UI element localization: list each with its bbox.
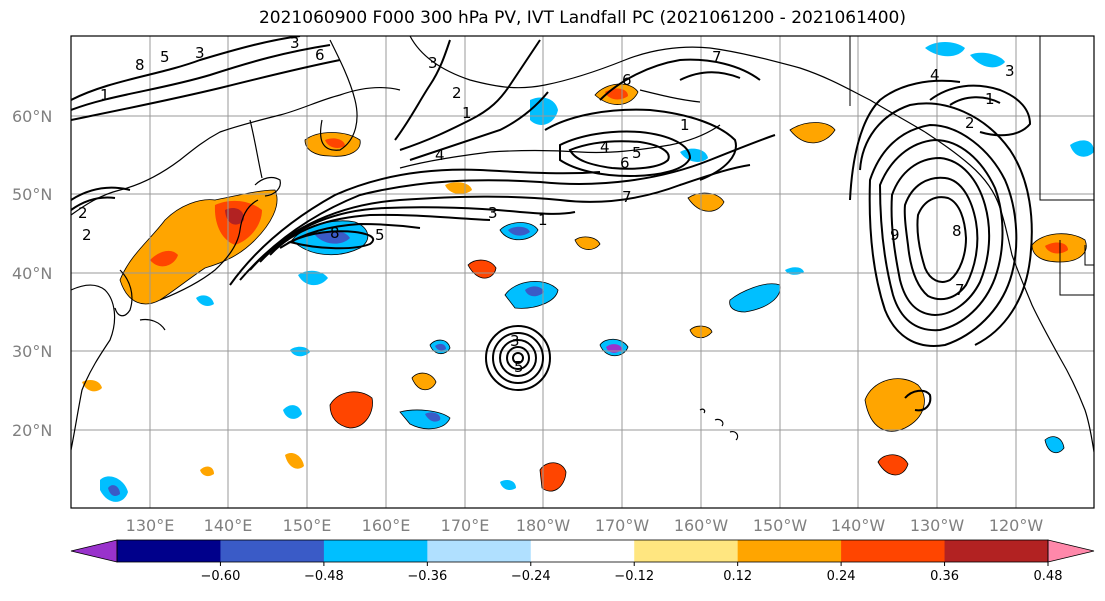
colorbar-segment bbox=[220, 540, 325, 562]
svg-text:5: 5 bbox=[632, 144, 642, 162]
colorbar-tick-label: −0.60 bbox=[201, 569, 241, 584]
svg-text:9: 9 bbox=[890, 226, 900, 244]
lat-label: 50°N bbox=[12, 185, 52, 204]
svg-text:1: 1 bbox=[985, 90, 995, 108]
longitude-labels: 130°E 140°E 150°E 160°E 170°E 180°W 170°… bbox=[126, 516, 1044, 535]
borders bbox=[849, 36, 1094, 296]
lon-label: 150°W bbox=[753, 516, 808, 535]
lon-label: 140°W bbox=[831, 516, 886, 535]
map-frame bbox=[70, 35, 1095, 509]
svg-text:7: 7 bbox=[712, 48, 722, 66]
colorbar-tick-label: −0.12 bbox=[614, 569, 654, 584]
svg-text:2: 2 bbox=[82, 226, 92, 244]
latitude-labels: 60°N 50°N 40°N 30°N 20°N bbox=[12, 107, 52, 440]
svg-text:8: 8 bbox=[330, 224, 340, 242]
lon-label: 170°W bbox=[595, 516, 650, 535]
svg-text:3: 3 bbox=[1005, 62, 1015, 80]
svg-text:7: 7 bbox=[955, 281, 965, 299]
lat-label: 40°N bbox=[12, 264, 52, 283]
contour-labels: 8 3 5 1 2 3 1 4 6 5 3 7 8 6 3 2 1 4 3 5 … bbox=[78, 34, 1015, 376]
svg-text:2: 2 bbox=[78, 204, 88, 222]
lon-label: 130°W bbox=[910, 516, 965, 535]
lon-label: 140°E bbox=[204, 516, 253, 535]
lat-label: 60°N bbox=[12, 107, 52, 126]
colorbar-extend-max bbox=[1047, 539, 1095, 563]
colorbar-segment bbox=[634, 540, 739, 562]
graticule bbox=[71, 36, 1094, 508]
colorbar-segment bbox=[530, 540, 635, 562]
colorbar-segment bbox=[323, 540, 428, 562]
lon-label: 160°W bbox=[674, 516, 729, 535]
svg-text:6: 6 bbox=[622, 71, 632, 89]
colorbar-segment bbox=[841, 540, 946, 562]
svg-text:6: 6 bbox=[620, 154, 630, 172]
svg-text:8: 8 bbox=[135, 56, 145, 74]
lat-label: 20°N bbox=[12, 421, 52, 440]
svg-text:8: 8 bbox=[952, 222, 962, 240]
colorbar-segment bbox=[117, 540, 221, 562]
svg-text:1: 1 bbox=[100, 86, 110, 104]
svg-text:1: 1 bbox=[462, 104, 472, 122]
lon-label: 120°W bbox=[989, 516, 1044, 535]
svg-text:1: 1 bbox=[680, 116, 690, 134]
svg-text:3: 3 bbox=[428, 54, 438, 72]
colorbar-tick-label: −0.48 bbox=[304, 569, 344, 584]
svg-text:4: 4 bbox=[930, 66, 940, 84]
colorbar-tick-label: 0.24 bbox=[827, 569, 856, 584]
lon-label: 130°E bbox=[126, 516, 175, 535]
map-background bbox=[71, 36, 1094, 508]
lon-label: 160°E bbox=[362, 516, 411, 535]
svg-text:5: 5 bbox=[160, 48, 170, 66]
colorbar-tick-label: 0.48 bbox=[1034, 569, 1063, 584]
map-content: 8 3 5 1 2 3 1 4 6 5 3 7 8 6 3 2 1 4 3 5 … bbox=[71, 34, 1094, 508]
svg-text:4: 4 bbox=[435, 146, 445, 164]
svg-text:3: 3 bbox=[290, 34, 300, 52]
coastlines bbox=[71, 36, 1094, 453]
svg-text:2: 2 bbox=[452, 84, 462, 102]
svg-text:6: 6 bbox=[315, 46, 325, 64]
colorbar: −0.60 −0.48 −0.36 −0.24 −0.12 0.12 0.24 0.36 0.4… bbox=[70, 539, 1095, 584]
svg-text:4: 4 bbox=[600, 138, 610, 156]
lat-label: 30°N bbox=[12, 342, 52, 361]
lon-label: 170°E bbox=[441, 516, 490, 535]
colorbar-tick-label: 0.12 bbox=[723, 569, 752, 584]
svg-text:2: 2 bbox=[965, 114, 975, 132]
svg-text:3: 3 bbox=[510, 332, 520, 350]
colorbar-segment bbox=[944, 540, 1049, 562]
pv-anomaly-shading bbox=[82, 42, 1094, 502]
svg-text:7: 7 bbox=[622, 188, 632, 206]
colorbar-tick-label: 0.36 bbox=[930, 569, 959, 584]
svg-text:1: 1 bbox=[538, 211, 548, 229]
colorbar-segment bbox=[427, 540, 532, 562]
colorbar-extend-min bbox=[70, 539, 118, 563]
colorbar-tick-label: −0.36 bbox=[407, 569, 447, 584]
svg-text:5: 5 bbox=[375, 226, 385, 244]
lon-label: 180°W bbox=[516, 516, 571, 535]
colorbar-segment bbox=[737, 540, 842, 562]
svg-text:3: 3 bbox=[195, 44, 205, 62]
svg-text:5: 5 bbox=[514, 358, 524, 376]
map-title: 2021060900 F000 300 hPa PV, IVT Landfall… bbox=[258, 8, 906, 28]
pv-contours bbox=[71, 36, 1033, 412]
lon-label: 150°E bbox=[283, 516, 332, 535]
colorbar-tick-label: −0.24 bbox=[511, 569, 551, 584]
svg-text:3: 3 bbox=[488, 204, 498, 222]
